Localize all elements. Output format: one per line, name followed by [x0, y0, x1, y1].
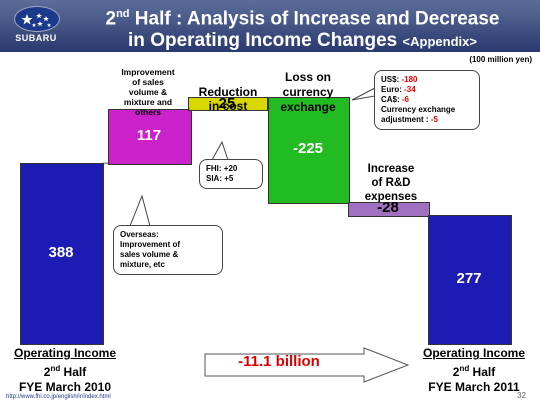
value-label-fye2011: 277: [456, 269, 482, 287]
brand-name: SUBARU: [15, 33, 57, 43]
page-title: 2nd Half : Analysis of Increase and Decr…: [105, 8, 500, 52]
value-label-rd-increase: -28: [377, 198, 399, 216]
label-fye2010: Operating Income 2nd Half FYE March 2010: [13, 346, 117, 394]
total-change-value: -11.1 billion: [238, 353, 320, 370]
bar-sales-improvement: [108, 108, 192, 166]
callout-overseas: Overseas: Improvement of sales volume & mix…: [113, 225, 223, 275]
callout-currency-breakdown: US$: -180 Euro: -34 CA$: -6 Currency exc…: [374, 70, 480, 130]
category-label-sales: Improvement of sales volume & mixture and ot…: [121, 67, 175, 117]
subaru-stars-icon: [14, 6, 60, 32]
category-label-cost: Reduction in cost: [198, 85, 258, 113]
unit-label: (100 million yen): [469, 55, 532, 64]
bar-currency-loss: [268, 97, 350, 204]
value-label-sales-improvement: 117: [136, 127, 162, 145]
bar-fye2010: [20, 163, 104, 345]
value-label-cost-reduction: 25: [218, 95, 236, 113]
category-label-fx: Loss on currency exchange: [280, 70, 336, 114]
bar-cost-reduction: [188, 97, 268, 111]
label-fye2011: Operating Income 2nd Half FYE March 2011: [422, 346, 526, 394]
total-change-arrow: -11.1 billion: [204, 347, 410, 383]
header-banner: SUBARU 2nd Half : Analysis of Increase a…: [0, 0, 540, 52]
value-label-currency-loss: -225: [292, 140, 324, 158]
subaru-logo: SUBARU: [6, 6, 66, 48]
category-label-rd: Increase of R&D expenses: [364, 163, 418, 203]
bar-rd-increase: [348, 201, 430, 217]
bar-fye2011: [428, 214, 512, 345]
value-label-fye2010: 388: [48, 244, 74, 262]
callout-cost-breakdown: FHI: +20 SIA: +5: [199, 159, 263, 189]
footer-url[interactable]: http://www.fhi.co.jp/english/ir/index.ht…: [6, 394, 111, 400]
page-number: 32: [517, 391, 526, 400]
